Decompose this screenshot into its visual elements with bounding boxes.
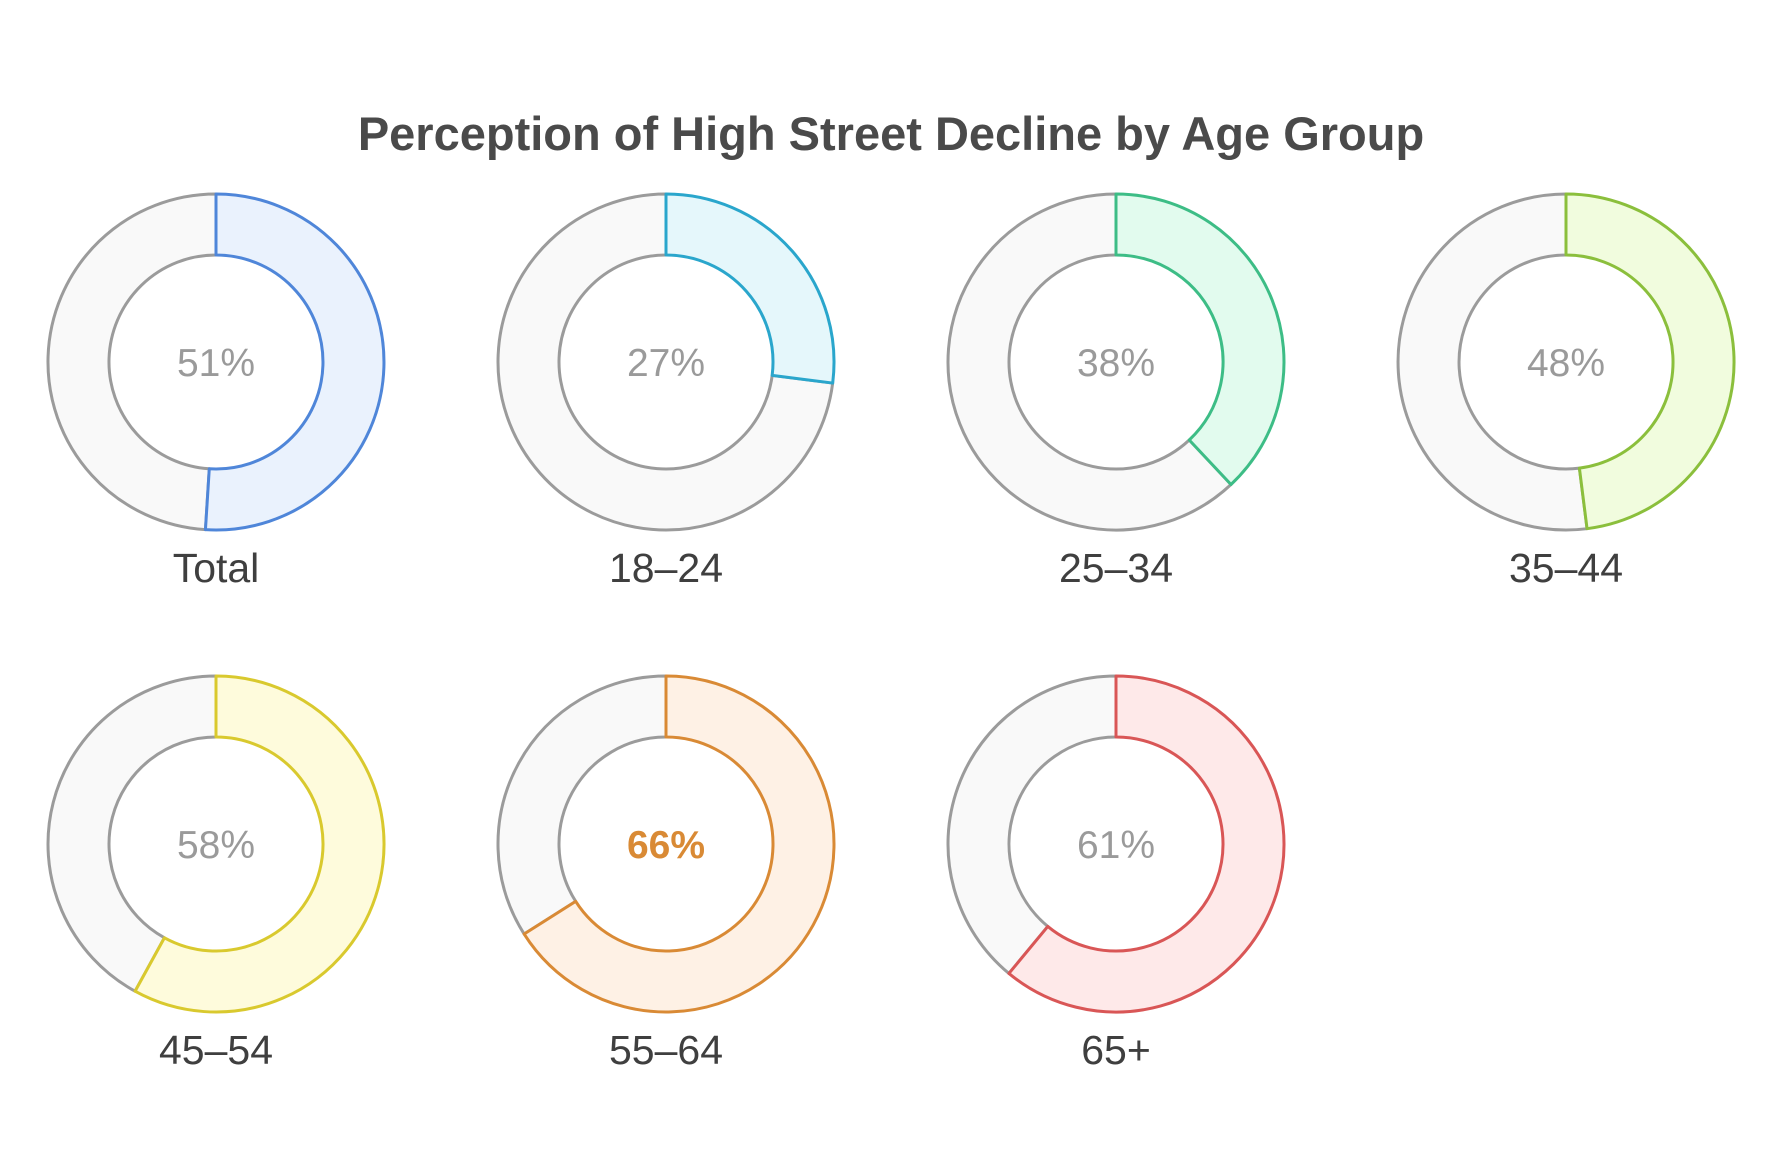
remainder-segment-55-64: [496, 674, 668, 936]
donut-65-plus: 61% 65+: [946, 674, 1286, 1073]
value-label-18-24: 27%: [627, 342, 705, 385]
value-label-25-34: 38%: [1077, 342, 1155, 385]
category-label-65-plus: 65+: [1081, 1027, 1151, 1073]
value-label-total: 51%: [177, 342, 255, 385]
donut-group: 51% Total 27% 18–24 38% 25–34 48% 35–44 58% 45–54…: [46, 192, 1736, 1073]
remainder-segment-45-54: [46, 674, 218, 993]
category-label-total: Total: [173, 545, 260, 591]
remainder-segment-25-34: [946, 192, 1233, 532]
donut-total: 51% Total: [46, 192, 386, 591]
value-segment-total: [203, 192, 386, 532]
chart-title: Perception of High Street Decline by Age…: [358, 107, 1424, 160]
value-segment-35-44: [1564, 192, 1736, 531]
donut-25-34: 38% 25–34: [946, 192, 1286, 591]
value-label-65-plus: 61%: [1077, 824, 1155, 867]
value-segment-18-24: [664, 192, 836, 385]
remainder-segment-65-plus: [946, 674, 1118, 975]
donut-45-54: 58% 45–54: [46, 674, 386, 1073]
category-label-18-24: 18–24: [609, 545, 723, 591]
remainder-segment-18-24: [496, 192, 835, 532]
value-segment-65-plus: [1007, 674, 1286, 1014]
value-label-55-64: 66%: [627, 824, 705, 867]
category-label-45-54: 45–54: [159, 1027, 273, 1073]
value-label-45-54: 58%: [177, 824, 255, 867]
remainder-segment-35-44: [1396, 192, 1589, 532]
value-segment-45-54: [133, 674, 386, 1014]
remainder-segment-total: [46, 192, 218, 532]
donut-18-24: 27% 18–24: [496, 192, 836, 591]
donut-55-64: 66% 55–64: [496, 674, 836, 1073]
value-segment-25-34: [1114, 192, 1286, 486]
category-label-35-44: 35–44: [1509, 545, 1623, 591]
value-segment-55-64: [522, 674, 836, 1014]
donut-35-44: 48% 35–44: [1396, 192, 1736, 591]
category-label-55-64: 55–64: [609, 1027, 723, 1073]
value-label-35-44: 48%: [1527, 342, 1605, 385]
category-label-25-34: 25–34: [1059, 545, 1173, 591]
